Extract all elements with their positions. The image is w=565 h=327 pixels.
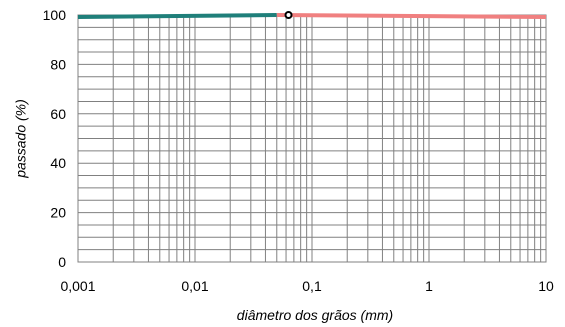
- x-tick-label: 0,1: [302, 278, 322, 294]
- series-layer: [77, 13, 547, 19]
- x-tick-label: 1: [425, 278, 433, 294]
- series-line-2: [276, 13, 547, 19]
- y-tick-label: 20: [50, 205, 66, 221]
- chart-grid: [77, 14, 546, 263]
- data-point-marker: [284, 11, 293, 19]
- x-tick-labels: 0,001 0,01 0,1 1 10: [60, 278, 554, 294]
- points-layer: [284, 11, 293, 19]
- y-tick-label: 40: [50, 155, 66, 171]
- x-tick-label: 0,01: [181, 278, 208, 294]
- x-tick-label: 0,001: [60, 278, 95, 294]
- y-tick-label: 60: [50, 106, 66, 122]
- y-tick-label: 80: [50, 56, 66, 72]
- x-tick-label: 10: [538, 278, 554, 294]
- y-tick-label: 0: [58, 254, 66, 270]
- y-tick-label: 100: [43, 7, 67, 23]
- y-tick-labels: 0 20 40 60 80 100: [43, 7, 67, 270]
- series-line-1: [77, 13, 277, 19]
- x-axis-title: diâmetro dos grãos (mm): [237, 307, 393, 323]
- y-axis-title: passado (%): [13, 99, 29, 179]
